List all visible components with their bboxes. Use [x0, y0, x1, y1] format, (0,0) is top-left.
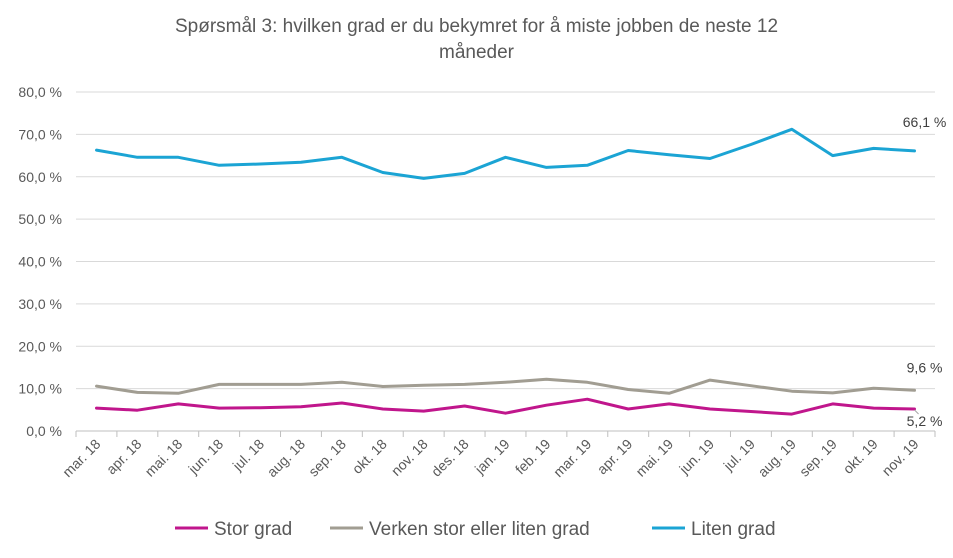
- y-tick-label-3: 30,0 %: [18, 296, 62, 312]
- data-label-end-2: 66,1 %: [903, 114, 947, 130]
- y-tick-label-6: 60,0 %: [18, 169, 62, 185]
- x-tick-label-2: mai. 18: [142, 436, 186, 480]
- x-tick-label-4: jul. 18: [229, 436, 268, 475]
- chart-title-line-2: måneder: [439, 42, 514, 63]
- x-tick-label-3: jun. 18: [185, 436, 227, 478]
- x-tick-label-18: sep. 19: [796, 436, 840, 480]
- legend-label-0: Stor grad: [214, 519, 292, 540]
- y-tick-label-8: 80,0 %: [18, 84, 62, 100]
- x-tick-label-1: apr. 18: [103, 436, 145, 478]
- x-tick-label-8: nov. 18: [388, 436, 431, 479]
- x-tick-label-6: sep. 18: [305, 436, 349, 480]
- y-tick-label-7: 70,0 %: [18, 126, 62, 142]
- series-line-0: [95, 397, 916, 416]
- y-tick-label-2: 20,0 %: [18, 338, 62, 354]
- x-tick-label-17: aug. 19: [755, 436, 799, 480]
- series-line-2: [95, 127, 916, 180]
- x-tick-label-7: okt. 18: [349, 436, 390, 477]
- x-tick-label-10: jan. 19: [471, 436, 513, 478]
- x-tick-label-16: jul. 19: [720, 436, 759, 475]
- x-tick-label-15: jun. 19: [675, 436, 717, 478]
- y-tick-label-5: 50,0 %: [18, 211, 62, 227]
- x-tick-label-13: apr. 19: [594, 436, 636, 478]
- x-tick-label-14: mai. 19: [632, 436, 676, 480]
- data-label-end-0: 5,2 %: [907, 413, 943, 429]
- x-tick-label-20: nov. 19: [879, 436, 922, 479]
- x-tick-label-0: mar. 18: [59, 436, 103, 480]
- x-tick-label-19: okt. 19: [840, 436, 881, 477]
- chart-title-line-1: Spørsmål 3: hvilken grad er du bekymret …: [174, 16, 779, 37]
- legend-label-2: Liten grad: [691, 519, 776, 540]
- y-tick-label-0: 0,0 %: [26, 423, 62, 439]
- x-tick-label-9: des. 18: [428, 436, 472, 480]
- data-label-end-1: 9,6 %: [907, 359, 943, 375]
- legend-label-1: Verken stor eller liten grad: [369, 519, 590, 540]
- x-tick-label-5: aug. 18: [264, 436, 308, 480]
- x-tick-label-12: mar. 19: [550, 436, 594, 480]
- x-tick-label-11: feb. 19: [512, 436, 554, 478]
- data-label-leader-0: [914, 409, 919, 415]
- chart-title: Spørsmål 3: hvilken grad er du bekymret …: [0, 14, 953, 66]
- y-tick-label-4: 40,0 %: [18, 254, 62, 270]
- y-tick-label-1: 10,0 %: [18, 381, 62, 397]
